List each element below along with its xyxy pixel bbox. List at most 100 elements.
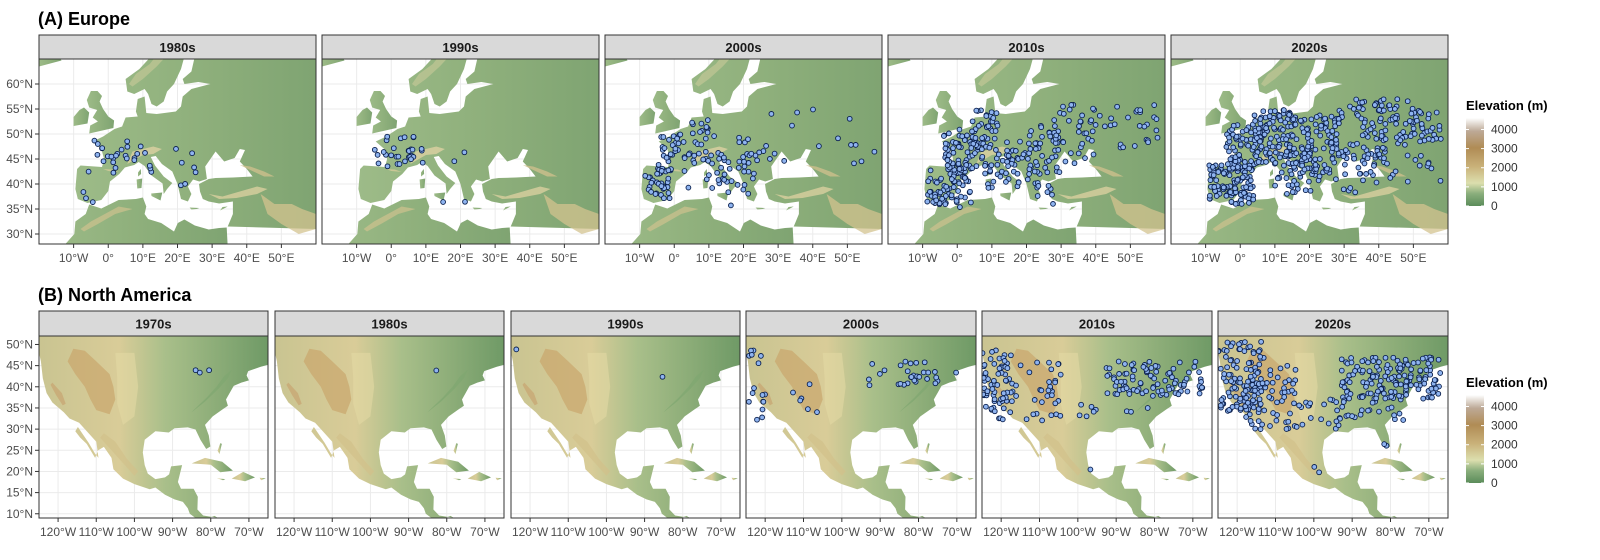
occurrence-point [1409, 105, 1416, 112]
occurrence-point [1232, 393, 1239, 400]
land-mass [922, 107, 939, 126]
occurrence-point [734, 182, 741, 188]
occurrence-point [1290, 116, 1297, 123]
legend-label: 1000 [1491, 180, 1518, 194]
occurrence-point [1370, 358, 1377, 364]
occurrence-point [908, 374, 915, 380]
elevation-zone [543, 194, 599, 234]
occurrence-point [1299, 421, 1306, 428]
occurrence-point [942, 140, 949, 147]
occurrence-point [1227, 156, 1234, 163]
occurrence-point [1382, 395, 1389, 402]
occurrence-point [1267, 367, 1274, 374]
occurrence-point [963, 162, 970, 168]
occurrence-point [663, 154, 670, 161]
occurrence-point [1400, 129, 1407, 135]
occurrence-point [1055, 147, 1062, 153]
occurrence-point [192, 367, 199, 374]
land-mass [1175, 471, 1199, 482]
occurrence-point [80, 189, 87, 195]
occurrence-point [1274, 412, 1280, 418]
occurrence-point [1047, 133, 1054, 140]
occurrence-point [1025, 155, 1031, 162]
occurrence-point [1290, 380, 1296, 387]
occurrence-point [1083, 413, 1090, 420]
elevation-zone [239, 165, 275, 177]
x-tick-label: 120°W [1219, 525, 1256, 539]
occurrence-point [721, 171, 728, 178]
occurrence-point [725, 189, 732, 196]
occurrence-point [1123, 385, 1130, 392]
occurrence-point [100, 158, 107, 165]
occurrence-point [953, 369, 959, 376]
map-panel-north-america-2000s: 2000s 120°W 110°W 100°W 90°W 80°W 70°W [745, 310, 977, 539]
occurrence-point [1026, 171, 1032, 177]
x-tick-label: 80°W [904, 525, 934, 539]
occurrence-point [1039, 153, 1045, 159]
occurrence-point [953, 139, 959, 146]
occurrence-point [962, 175, 968, 181]
occurrence-point [704, 129, 711, 136]
occurrence-point [982, 162, 988, 169]
x-tick-label: 90°W [158, 525, 188, 539]
land-mass [86, 91, 115, 134]
occurrence-point [1417, 367, 1424, 374]
occurrence-point [1090, 151, 1097, 158]
elevation-zone [1279, 433, 1318, 476]
occurrence-point [1359, 394, 1366, 400]
elevation-legend: Elevation (m) 4000 3000 2000 1000 0 [1466, 375, 1548, 490]
elevation-zone [826, 194, 882, 234]
occurrence-point [1007, 409, 1014, 416]
occurrence-point [1245, 360, 1252, 366]
occurrence-point [938, 175, 944, 182]
occurrence-point [1283, 136, 1289, 143]
occurrence-point [1000, 405, 1007, 412]
occurrence-point [698, 120, 705, 127]
y-tick-label: 10°N [6, 507, 33, 521]
panel-strip [38, 34, 317, 60]
land-mass [935, 91, 964, 134]
occurrence-point [1150, 393, 1156, 399]
occurrence-point [1128, 408, 1134, 415]
occurrence-point [1387, 175, 1394, 181]
occurrence-point [988, 162, 995, 169]
land-mass [75, 59, 316, 229]
occurrence-point [654, 170, 660, 177]
occurrence-point [1313, 128, 1320, 135]
x-tick-label: 40°E [1083, 251, 1109, 265]
occurrence-point [1039, 399, 1045, 405]
occurrence-point [1292, 121, 1299, 128]
occurrence-point [1120, 144, 1126, 151]
occurrence-point [1382, 354, 1389, 361]
y-tick-label: 45°N [6, 152, 33, 166]
map-body [322, 59, 599, 244]
elevation-zone [1371, 165, 1407, 177]
occurrence-point [1414, 117, 1420, 124]
legend-label: 1000 [1491, 457, 1518, 471]
occurrence-point [956, 180, 963, 187]
occurrence-point [968, 199, 974, 206]
occurrence-point [178, 159, 185, 166]
occurrence-point [984, 388, 991, 395]
occurrence-point [939, 195, 945, 202]
x-tick-label: 110°W [786, 525, 822, 539]
occurrence-point [1261, 407, 1268, 414]
occurrence-point [1131, 367, 1137, 374]
land-mass [899, 457, 941, 473]
panel-strip [1217, 310, 1449, 337]
occurrence-point [946, 130, 952, 137]
occurrence-point [1033, 159, 1039, 165]
occurrence-point [1420, 395, 1427, 402]
occurrence-point [1382, 373, 1389, 380]
occurrence-point [1078, 401, 1084, 408]
occurrence-point [942, 193, 949, 199]
occurrence-point [1001, 358, 1008, 364]
occurrence-point [955, 188, 961, 194]
x-tick-label: 120°W [512, 525, 549, 539]
elevation-zone [646, 206, 699, 232]
occurrence-point [995, 151, 1002, 158]
elevation-zone [260, 194, 316, 234]
panel-label: 2000s [725, 40, 761, 55]
y-tick-label: 40°N [6, 380, 33, 394]
occurrence-point [1417, 109, 1423, 115]
